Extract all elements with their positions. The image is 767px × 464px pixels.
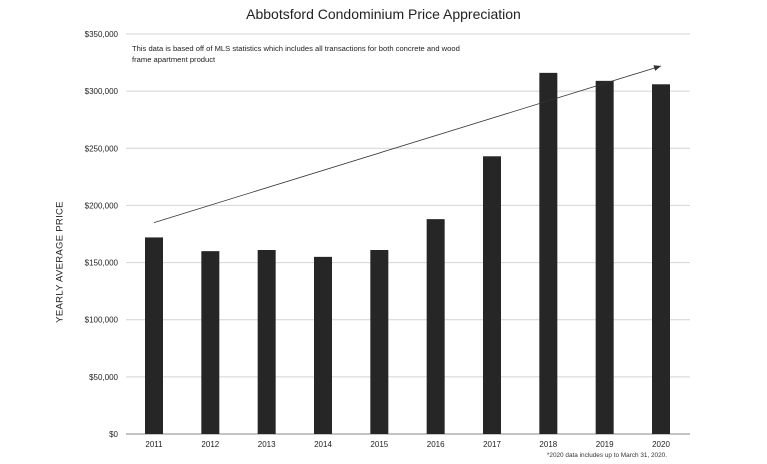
y-tick-label: $0 (109, 430, 118, 439)
trend-arrow-line (153, 65, 662, 223)
bar (257, 250, 276, 434)
bar (483, 156, 501, 435)
bar (145, 237, 163, 434)
bar (652, 84, 670, 435)
x-tick-label: 2016 (427, 440, 445, 449)
y-tick-label: $100,000 (85, 316, 119, 325)
y-tick-label: $350,000 (85, 30, 119, 39)
bar (370, 250, 389, 434)
y-tick-label: $150,000 (85, 259, 119, 268)
y-tick-label: $50,000 (89, 373, 118, 382)
bar (539, 72, 558, 434)
bar (595, 80, 614, 434)
x-tick-label: 2011 (145, 440, 163, 449)
trend-arrow-head (653, 65, 661, 71)
x-tick-label: 2013 (258, 440, 276, 449)
y-tick-label: $250,000 (85, 144, 119, 153)
x-tick-label: 2014 (314, 440, 332, 449)
bar (426, 219, 445, 434)
y-tick-label: $300,000 (85, 87, 119, 96)
x-tick-label: 2020 (652, 440, 670, 449)
footnote: *2020 data includes up to March 31, 2020… (546, 452, 667, 459)
chart-annotation: This data is based off of MLS statistics… (132, 44, 460, 64)
x-tick-label: 2019 (596, 440, 614, 449)
x-tick-label: 2018 (539, 440, 557, 449)
bar (314, 256, 332, 434)
x-tick-label: 2012 (201, 440, 219, 449)
y-tick-label: $200,000 (85, 201, 119, 210)
x-tick-label: 2017 (483, 440, 501, 449)
chart-title: Abbotsford Condominium Price Appreciatio… (246, 6, 521, 22)
bar (201, 251, 220, 434)
x-tick-label: 2015 (370, 440, 388, 449)
